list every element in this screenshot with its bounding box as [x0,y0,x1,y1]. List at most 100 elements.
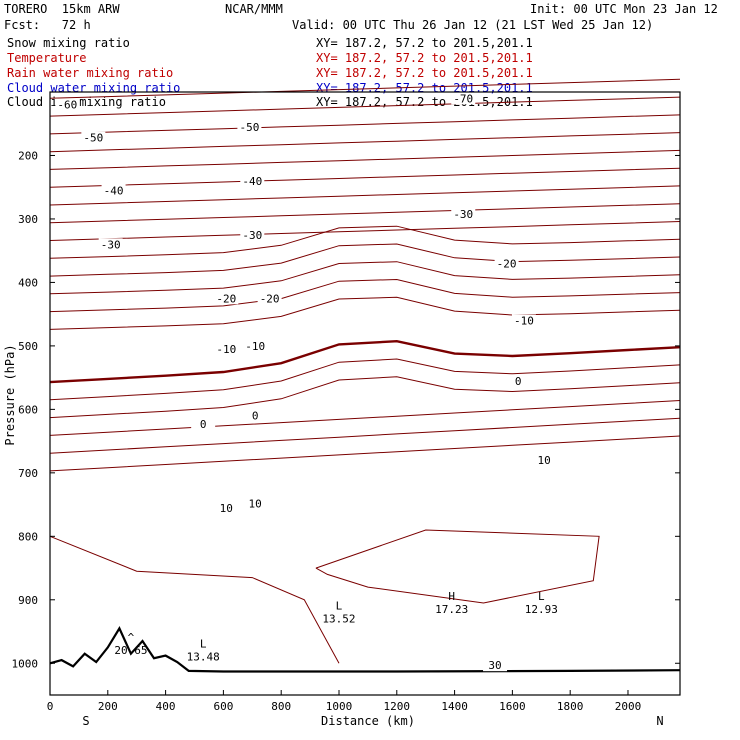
contour-label: -30 [101,238,121,251]
isotherm-line [49,296,681,330]
legend-rain-label: Rain water mixing ratio [7,66,174,80]
contour-label: 0 [200,418,207,431]
y-tick-label: 400 [18,276,38,289]
isotherm-line [49,114,681,135]
isotherm-line [315,529,600,604]
contour-label-bg [240,228,265,241]
contour-label: 10 [220,502,233,515]
contour-label-layer: -70-60-50-50-40-40-30-30-30-20-20 -20-10-… [55,92,557,672]
contour-label: -70 [453,92,473,105]
contour-label-bg [214,292,239,305]
y-tick-label: 200 [18,149,38,162]
isotherm-line [49,221,681,241]
x-left-end-label: S [82,714,89,728]
contour-label: 10 [538,454,551,467]
contour-label-bg [511,314,536,327]
isotherm-line [49,149,681,170]
isotherm-line [49,400,681,436]
x-tick-label: 1800 [557,700,584,713]
x-tick-label: 1000 [326,700,353,713]
contour-label: -30 [453,208,473,221]
y-tick-label: 1000 [12,657,39,670]
contour-label: -20 [260,292,280,305]
x-tick-label: 0 [47,700,54,713]
contour-label: -50 [239,121,259,134]
x-tick-label: 2000 [615,700,642,713]
contour-label: -10 [245,340,265,353]
isotherm-line [49,203,681,224]
y-tick-label: 600 [18,403,38,416]
contour-label-bg [191,417,216,430]
isotherm-line [49,167,681,188]
isotherm-layer [49,78,681,664]
contour-label: 30 [488,659,501,672]
forecast-hour: Fcst: 72 h [4,18,91,32]
contour-label: -30 [242,229,262,242]
x-tick-label: 1600 [499,700,526,713]
contour-label-bg [483,659,508,672]
legend-cloudwater-label: Cloud water mixing ratio [7,81,181,95]
x-tick-label: 800 [271,700,291,713]
contour-label-bg [55,98,80,111]
extremum-marker: H [448,590,455,603]
contour-label-bg [240,174,265,187]
y-tick-label: 800 [18,530,38,543]
contour-label-bg [237,120,262,133]
isotherm-line [49,358,681,401]
isotherm-line [49,278,681,313]
contour-label-bg [532,454,557,467]
contour-label: 10 [249,497,262,510]
contour-label-bg [243,339,268,352]
contour-label: 0 [515,375,522,388]
contour-label-bg [451,207,476,220]
isotherm-line [49,435,681,472]
isotherm-line [49,535,340,664]
contour-label-bg [214,343,239,356]
y-tick-label: 300 [18,213,38,226]
isotherm-line [49,376,681,419]
model-title: TORERO 15km ARW [4,2,120,16]
contour-label-bg [506,374,531,387]
isotherm-line [49,185,681,206]
x-tick-label: 200 [98,700,118,713]
legend-rain-xy: XY= 187.2, 57.2 to 201.5,201.1 [316,66,533,80]
legend-temperature-xy: XY= 187.2, 57.2 to 201.5,201.1 [316,51,533,65]
isotherm-line [49,96,681,117]
contour-label: -10 [514,315,534,328]
center-title: NCAR/MMM [225,2,283,16]
contour-label-bg [451,92,476,105]
contour-label: -50 [83,132,103,145]
isotherm-line [49,417,681,454]
extremum-marker: ^ [128,631,135,644]
extremum-marker: L [336,599,343,612]
y-tick-label: 500 [18,340,38,353]
contour-label-bg [243,497,268,510]
x-axis-title: Distance (km) [321,714,415,728]
contour-label-bg [214,501,239,514]
extremum-marker: L [538,590,545,603]
legend-snow-xy: XY= 187.2, 57.2 to 201.5,201.1 [316,36,533,50]
terrain-line [49,626,681,673]
terrain-layer [49,626,681,673]
y-axis-title: Pressure (hPa) [3,344,17,445]
isotherm-line [49,132,681,153]
plot-frame [49,91,681,696]
extremum-value: 13.52 [322,612,355,625]
contour-label: -40 [242,175,262,188]
contour-label-bg [81,131,106,144]
axes-layer: 0 200 400 600 800 1000 1200 1400 1600 1800 2000200… [12,149,680,713]
contour-label-bg [98,238,123,251]
x-right-end-label: N [656,714,663,728]
contour-label-bg [101,184,126,197]
contour-label: -20 [497,257,517,270]
contour-label-bg [494,257,519,270]
contour-label-bg [243,409,268,422]
contour-label: -40 [104,184,124,197]
y-tick-label: 900 [18,594,38,607]
x-tick-label: 400 [156,700,176,713]
legend-temperature-label: Temperature [7,51,87,65]
x-tick-label: 1400 [441,700,468,713]
extremum-value: 13.48 [187,650,220,663]
